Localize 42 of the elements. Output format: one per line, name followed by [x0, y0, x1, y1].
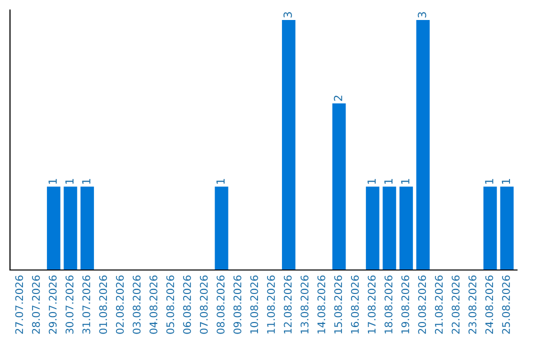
data-label: 1	[82, 178, 90, 184]
data-label: 1	[485, 178, 494, 184]
x-tick-label: 15.08.2026	[334, 276, 342, 334]
x-tick-label: 10.08.2026	[250, 276, 258, 334]
x-tick-label: 30.07.2026	[66, 276, 74, 334]
x-tick-label: 28.07.2026	[32, 276, 40, 334]
x-tick-label: 16.08.2026	[350, 276, 359, 334]
x-tick-label: 31.07.2026	[82, 276, 90, 334]
x-tick-label: 01.08.2026	[99, 276, 108, 334]
x-tick-label: 22.08.2026	[452, 276, 460, 334]
data-label: 1	[65, 178, 74, 184]
x-tick-label: 27.07.2026	[15, 276, 24, 334]
data-label: 1	[384, 178, 392, 184]
x-tick-label: 06.08.2026	[183, 276, 191, 334]
data-label: 3	[418, 12, 426, 18]
x-tick-label: 19.08.2026	[401, 276, 410, 334]
data-label: 3	[284, 12, 292, 18]
data-label: 1	[216, 178, 225, 184]
x-tick-label: 13.08.2026	[300, 276, 308, 334]
x-tick-label: 03.08.2026	[132, 276, 141, 334]
x-tick-label: 04.08.2026	[150, 276, 158, 334]
x-tick-label: 11.08.2026	[267, 276, 275, 334]
x-tick-label: 24.08.2026	[485, 276, 494, 334]
x-tick-label: 14.08.2026	[317, 276, 326, 334]
x-tick-label: 07.08.2026	[200, 276, 208, 334]
x-tick-label: 25.08.2026	[502, 276, 510, 334]
data-label: 2	[334, 96, 342, 101]
data-label: 1	[502, 178, 510, 184]
x-tick-label: 21.08.2026	[434, 276, 443, 334]
x-tick-label: 18.08.2026	[384, 276, 392, 334]
data-label: 1	[401, 178, 410, 184]
x-tick-label: 08.08.2026	[216, 276, 225, 334]
x-tick-label: 17.08.2026	[368, 276, 376, 334]
x-tick-label: 05.08.2026	[166, 276, 174, 334]
x-tick-label: 23.08.2026	[468, 276, 476, 334]
x-tick-label: 29.07.2026	[48, 276, 57, 334]
x-tick-label: 12.08.2026	[284, 276, 292, 334]
x-tick-label: 02.08.2026	[116, 276, 124, 334]
data-label: 1	[368, 178, 376, 184]
x-tick-label: 09.08.2026	[233, 276, 242, 334]
data-label: 1	[48, 178, 57, 184]
x-tick-label: 20.08.2026	[418, 276, 426, 334]
